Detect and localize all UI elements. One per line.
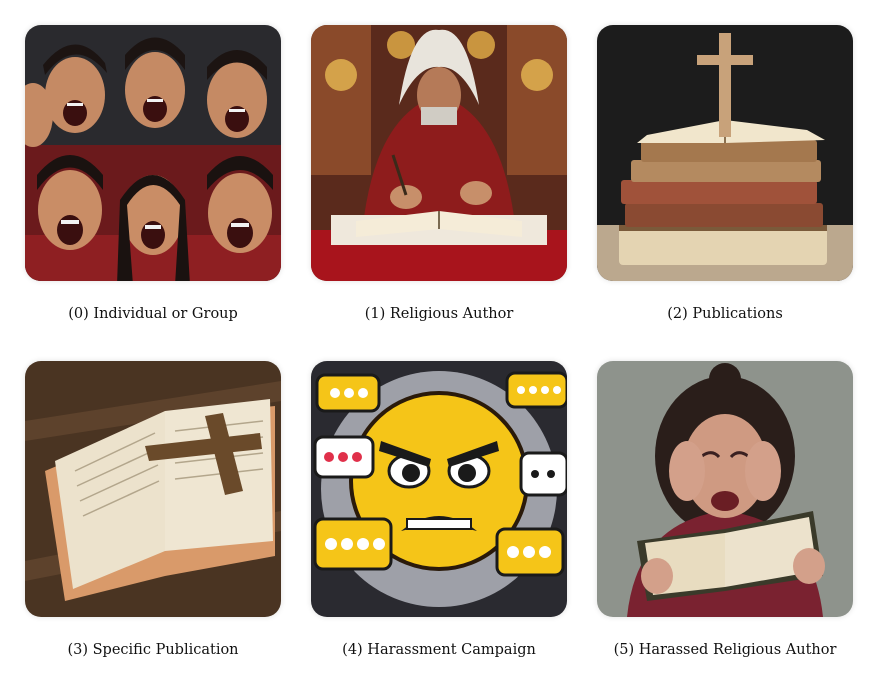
caption-individual-or-group: (0) Individual or Group (68, 306, 238, 322)
caption-harassed-religious-author: (5) Harassed Religious Author (613, 642, 837, 658)
panel-4-image (311, 361, 567, 617)
angry-crowd-image (25, 25, 281, 281)
panel-5-image (597, 361, 853, 617)
panel-0-image (25, 25, 281, 281)
book-stack-cross-image (597, 25, 853, 281)
angry-emoji-chat-bubbles-image (311, 361, 567, 617)
caption-publications: (2) Publications (667, 306, 783, 322)
caption-specific-publication: (3) Specific Publication (67, 642, 239, 658)
panel-1-image (311, 25, 567, 281)
caption-religious-author: (1) Religious Author (364, 306, 514, 322)
caption-harassment-campaign: (4) Harassment Campaign (342, 642, 536, 658)
panel-3-image (25, 361, 281, 617)
crying-woman-book-image (597, 361, 853, 617)
open-bible-cross-image (25, 361, 281, 617)
panel-2-image (597, 25, 853, 281)
monk-writing-image (311, 25, 567, 281)
